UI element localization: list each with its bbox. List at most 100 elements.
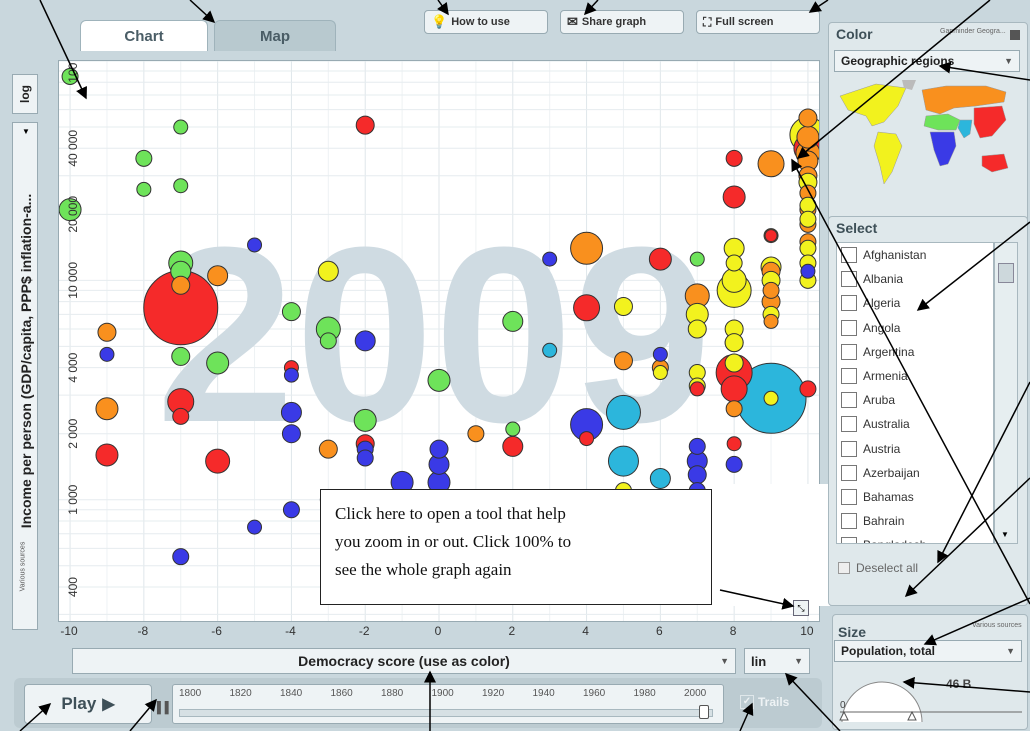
bubble-sub-saharan-africa[interactable]: [688, 437, 706, 455]
bubble-sub-saharan-africa[interactable]: [652, 346, 668, 362]
bubble-europe-central-asia[interactable]: [97, 322, 117, 342]
bubble-americas[interactable]: [317, 260, 339, 282]
bubble-east-asia-pacific[interactable]: [205, 448, 231, 474]
bubble-sub-saharan-africa[interactable]: [172, 548, 190, 566]
bubble-middle-east-north-africa[interactable]: [206, 351, 230, 375]
bubble-sub-saharan-africa[interactable]: [800, 263, 816, 279]
bubble-europe-central-asia[interactable]: [757, 150, 785, 178]
country-checkbox[interactable]: [841, 295, 857, 312]
bubble-east-asia-pacific[interactable]: [720, 375, 748, 403]
bubble-europe-central-asia[interactable]: [763, 313, 779, 329]
color-indicator-select[interactable]: Geographic regions ▼: [834, 50, 1020, 72]
country-list[interactable]: Afghanistan Albania Algeria Angola Argentina…: [836, 242, 994, 544]
bubble-middle-east-north-africa[interactable]: [505, 421, 521, 437]
country-checkbox[interactable]: [841, 416, 857, 433]
country-checkbox[interactable]: [841, 513, 857, 530]
bubble-americas[interactable]: [724, 333, 744, 353]
bubble-east-asia-pacific[interactable]: [725, 149, 743, 167]
size-min-handle[interactable]: [839, 710, 849, 721]
bubble-europe-central-asia[interactable]: [796, 125, 819, 149]
size-legend[interactable]: 46 B 0: [836, 666, 1024, 726]
share-graph-button[interactable]: ✉ Share graph: [560, 10, 684, 34]
size-indicator-select[interactable]: Population, total ▼: [834, 640, 1022, 662]
bubble-east-asia-pacific[interactable]: [502, 435, 524, 457]
bubble-sub-saharan-africa[interactable]: [282, 501, 300, 519]
bubble-sub-saharan-africa[interactable]: [354, 330, 376, 352]
time-slider[interactable]: 1800 1820 1840 1860 1880 1900 1920 1940 1960 1980…: [172, 684, 724, 724]
bubble-middle-east-north-africa[interactable]: [281, 302, 301, 322]
bubble-sub-saharan-africa[interactable]: [687, 465, 707, 485]
country-checkbox[interactable]: [841, 247, 857, 264]
bubble-europe-central-asia[interactable]: [798, 108, 818, 128]
bubble-middle-east-north-africa[interactable]: [173, 119, 189, 135]
bubble-south-asia[interactable]: [542, 342, 558, 358]
bubble-sub-saharan-africa[interactable]: [356, 449, 374, 467]
country-item[interactable]: Armenia: [837, 364, 993, 388]
bubble-middle-east-north-africa[interactable]: [173, 178, 189, 194]
country-checkbox[interactable]: [841, 271, 857, 288]
country-checkbox[interactable]: [841, 488, 857, 505]
deselect-all-button[interactable]: Deselect all: [838, 558, 1016, 578]
bubble-americas[interactable]: [613, 297, 633, 317]
bubble-americas[interactable]: [687, 319, 707, 339]
country-checkbox[interactable]: [841, 368, 857, 385]
bubble-east-asia-pacific[interactable]: [355, 115, 375, 135]
world-map[interactable]: [836, 76, 1016, 194]
bubble-americas[interactable]: [799, 210, 817, 228]
tab-chart[interactable]: Chart: [80, 20, 208, 51]
bubble-east-asia-pacific[interactable]: [648, 247, 672, 271]
bubble-east-asia-pacific[interactable]: [726, 436, 742, 452]
country-item[interactable]: Austria: [837, 437, 993, 461]
country-checkbox[interactable]: [841, 464, 857, 481]
country-item[interactable]: Azerbaijan: [837, 461, 993, 485]
country-item[interactable]: Algeria: [837, 291, 993, 315]
bubble-middle-east-north-africa[interactable]: [135, 149, 153, 167]
bubble-east-asia-pacific[interactable]: [689, 381, 705, 397]
bubble-europe-central-asia[interactable]: [95, 397, 119, 421]
country-checkbox[interactable]: [841, 343, 857, 360]
bubble-europe-central-asia[interactable]: [613, 351, 633, 371]
x-axis-indicator-select[interactable]: Democracy score (use as color) ▼: [72, 648, 736, 674]
bubble-americas[interactable]: [724, 353, 744, 373]
bubble-europe-central-asia[interactable]: [467, 425, 485, 443]
full-screen-button[interactable]: ⛶ Full screen: [696, 10, 820, 34]
bubble-south-asia[interactable]: [607, 445, 639, 477]
bubble-middle-east-north-africa[interactable]: [353, 408, 377, 432]
region-middle-east-north-africa[interactable]: [923, 113, 961, 131]
trails-toggle[interactable]: ✓ Trails: [740, 690, 814, 714]
bubble-sub-saharan-africa[interactable]: [280, 401, 302, 423]
country-checkbox[interactable]: [841, 392, 857, 409]
country-item[interactable]: Bahamas: [837, 485, 993, 509]
bubble-sub-saharan-africa[interactable]: [247, 237, 263, 253]
bubble-europe-central-asia[interactable]: [762, 281, 780, 299]
bubble-middle-east-north-africa[interactable]: [59, 198, 82, 222]
bubble-europe-central-asia[interactable]: [318, 439, 338, 459]
country-checkbox[interactable]: [841, 319, 857, 336]
time-slider-thumb[interactable]: [699, 705, 709, 719]
bubble-sub-saharan-africa[interactable]: [99, 346, 115, 362]
bubble-europe-central-asia[interactable]: [725, 400, 743, 418]
country-item[interactable]: Bangladesh: [837, 533, 993, 543]
bubble-sub-saharan-africa[interactable]: [283, 367, 299, 383]
bubble-east-asia-pacific[interactable]: [172, 407, 190, 425]
bubble-middle-east-north-africa[interactable]: [502, 310, 524, 332]
bubble-middle-east-north-africa[interactable]: [319, 332, 337, 350]
bubble-europe-central-asia[interactable]: [570, 231, 604, 265]
bubble-east-asia-pacific[interactable]: [764, 229, 778, 243]
bubble-americas[interactable]: [652, 365, 668, 381]
y-scale-select[interactable]: log: [12, 74, 38, 114]
how-to-use-button[interactable]: 💡 How to use: [424, 10, 548, 34]
bubble-middle-east-north-africa[interactable]: [427, 368, 451, 392]
close-icon[interactable]: [1010, 30, 1020, 40]
country-item[interactable]: Albania: [837, 267, 993, 291]
country-item[interactable]: Australia: [837, 412, 993, 436]
scroll-thumb[interactable]: [998, 263, 1014, 283]
bubble-europe-central-asia[interactable]: [207, 265, 229, 287]
bubble-americas[interactable]: [763, 390, 779, 406]
bubble-east-asia-pacific[interactable]: [573, 294, 601, 322]
bubble-east-asia-pacific[interactable]: [579, 431, 595, 447]
bubble-east-asia-pacific[interactable]: [722, 185, 746, 209]
country-item[interactable]: Aruba: [837, 388, 993, 412]
bubble-south-asia[interactable]: [605, 394, 641, 430]
country-checkbox[interactable]: [841, 440, 857, 457]
